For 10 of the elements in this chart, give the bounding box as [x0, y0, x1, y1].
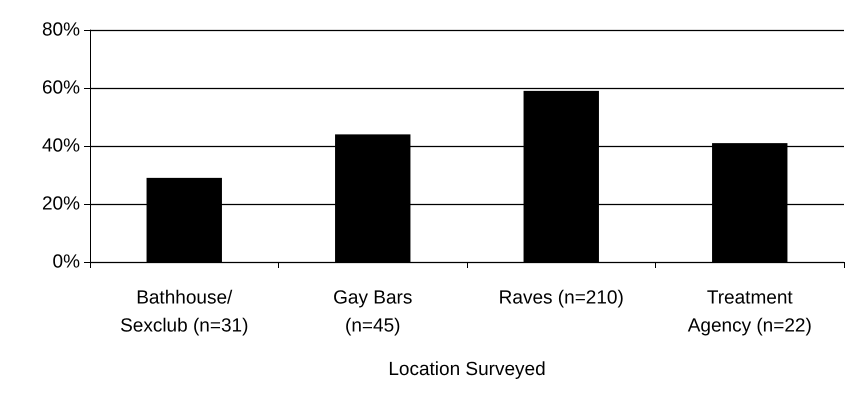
x-tick-label: Gay Bars (n=45)	[333, 288, 412, 336]
y-tick-label: 40%	[42, 136, 80, 156]
x-axis-title: Location Surveyed	[388, 359, 546, 380]
y-tick-label: 0%	[52, 252, 80, 272]
y-tick-label: 80%	[42, 20, 80, 40]
x-tick-label: Raves (n=210)	[498, 288, 624, 308]
x-tick-label: Bathhouse/ Sexclub (n=31)	[120, 288, 248, 336]
y-tick-label: 60%	[42, 78, 80, 98]
x-tick-label: Treatment Agency (n=22)	[688, 288, 812, 336]
y-tick-label: 20%	[42, 194, 80, 214]
